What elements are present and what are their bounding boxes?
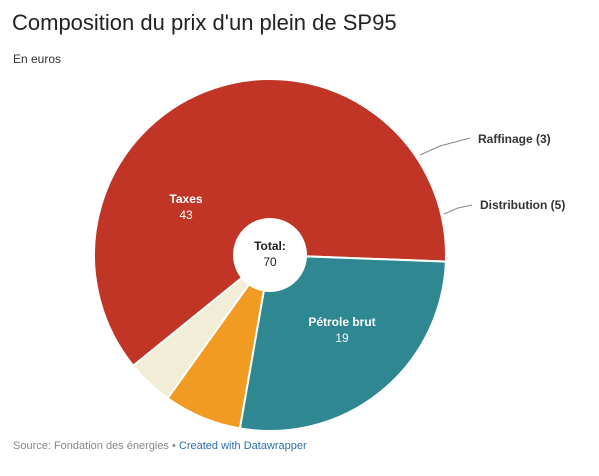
outside-slice-label: Distribution (5) (480, 198, 565, 212)
donut-hole (234, 219, 306, 291)
datawrapper-link[interactable]: Created with Datawrapper (178, 440, 307, 452)
slice-label-name: Pétrole brut (308, 315, 375, 329)
slice-label-value: 19 (335, 331, 349, 345)
total-value: 70 (263, 255, 277, 269)
chart-title: Composition du prix d'un plein de SP95 (12, 10, 397, 35)
chart-subtitle: En euros (13, 52, 62, 66)
leader-line (419, 137, 471, 156)
slice-label-name: Taxes (169, 192, 202, 206)
source-text: Source: Fondation des énergies (13, 440, 169, 452)
total-label: Total: (254, 239, 286, 253)
footer: Source: Fondation des énergies • Created… (13, 440, 307, 452)
slice-label-value: 43 (179, 208, 193, 222)
footer-separator: • (168, 440, 179, 452)
outside-slice-label: Raffinage (3) (478, 132, 551, 146)
leader-line (443, 204, 473, 215)
